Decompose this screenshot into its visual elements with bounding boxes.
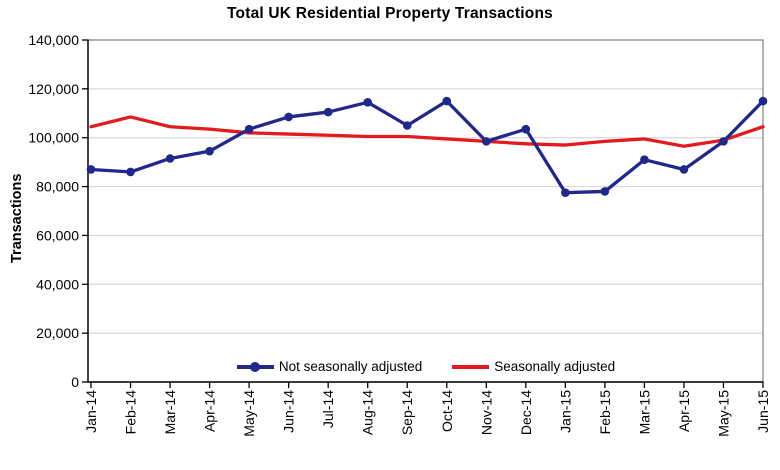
data-point-marker <box>86 165 96 174</box>
y-tick-label: 80,000 <box>36 179 79 195</box>
x-tick-label: Jun-14 <box>281 390 297 433</box>
data-point-marker <box>561 188 570 197</box>
series-line-seasonally-adjusted <box>89 115 765 148</box>
data-point-marker <box>481 137 491 146</box>
y-tick-label: 60,000 <box>36 227 79 243</box>
x-tick-label: May-14 <box>241 390 257 437</box>
legend-label-not-seasonally-adjusted: Not seasonally adjusted <box>278 359 423 374</box>
data-point-marker <box>719 137 728 146</box>
chart-title: Total UK Residential Property Transactio… <box>227 5 553 22</box>
nsa-line-marker-swatch <box>236 361 274 372</box>
data-point-marker <box>600 187 610 196</box>
x-tick-label: Feb-14 <box>123 390 139 435</box>
x-tick-label: Jan-15 <box>557 390 573 433</box>
data-point-marker <box>442 96 452 106</box>
x-tick-label: Apr-14 <box>202 390 218 432</box>
x-tick-label: Mar-14 <box>162 390 178 435</box>
y-tick-label: 40,000 <box>36 276 79 292</box>
y-tick-label: 20,000 <box>36 325 79 341</box>
data-point-marker <box>244 124 254 134</box>
x-tick-label: Dec-14 <box>518 390 534 435</box>
data-point-marker <box>165 154 175 163</box>
data-point-marker <box>640 155 649 164</box>
legend: Not seasonally adjusted Seasonally adjus… <box>88 359 764 374</box>
legend-item-not-seasonally-adjusted: Not seasonally adjusted <box>236 359 423 374</box>
data-point-marker <box>323 107 333 117</box>
data-point-marker <box>679 165 689 174</box>
x-tick-label: Mar-15 <box>636 390 652 435</box>
sa-line-swatch <box>452 364 490 369</box>
data-point-marker <box>205 146 214 156</box>
x-tick-label: Feb-15 <box>597 390 613 435</box>
x-tick-label: May-15 <box>715 390 731 437</box>
series-line-not-seasonally-adjusted <box>89 99 765 195</box>
x-tick-label: Jan-14 <box>83 390 99 433</box>
x-tick-label: Apr-15 <box>676 390 692 432</box>
legend-label-seasonally-adjusted: Seasonally adjusted <box>494 359 616 374</box>
y-tick-label: 0 <box>71 374 79 390</box>
x-tick-label: Oct-14 <box>439 390 455 432</box>
y-tick-label: 100,000 <box>28 130 79 146</box>
x-tick-label: Aug-14 <box>360 390 376 435</box>
plot-border <box>87 39 764 383</box>
nsa-marker-dot <box>250 361 261 372</box>
data-point-marker <box>402 121 412 130</box>
x-tick-label: Nov-14 <box>478 390 494 435</box>
x-tick-label: Sep-14 <box>399 390 415 435</box>
x-tick-label: Jun-15 <box>755 390 771 433</box>
data-point-marker <box>126 167 135 177</box>
data-point-marker <box>758 96 768 106</box>
data-point-marker <box>363 97 373 107</box>
data-point-marker <box>521 124 531 134</box>
y-tick-label: 120,000 <box>28 81 79 97</box>
data-point-marker <box>284 112 293 122</box>
legend-item-seasonally-adjusted: Seasonally adjusted <box>452 359 615 374</box>
x-tick-label: Jul-14 <box>320 390 336 428</box>
y-tick-label: 140,000 <box>28 32 79 48</box>
